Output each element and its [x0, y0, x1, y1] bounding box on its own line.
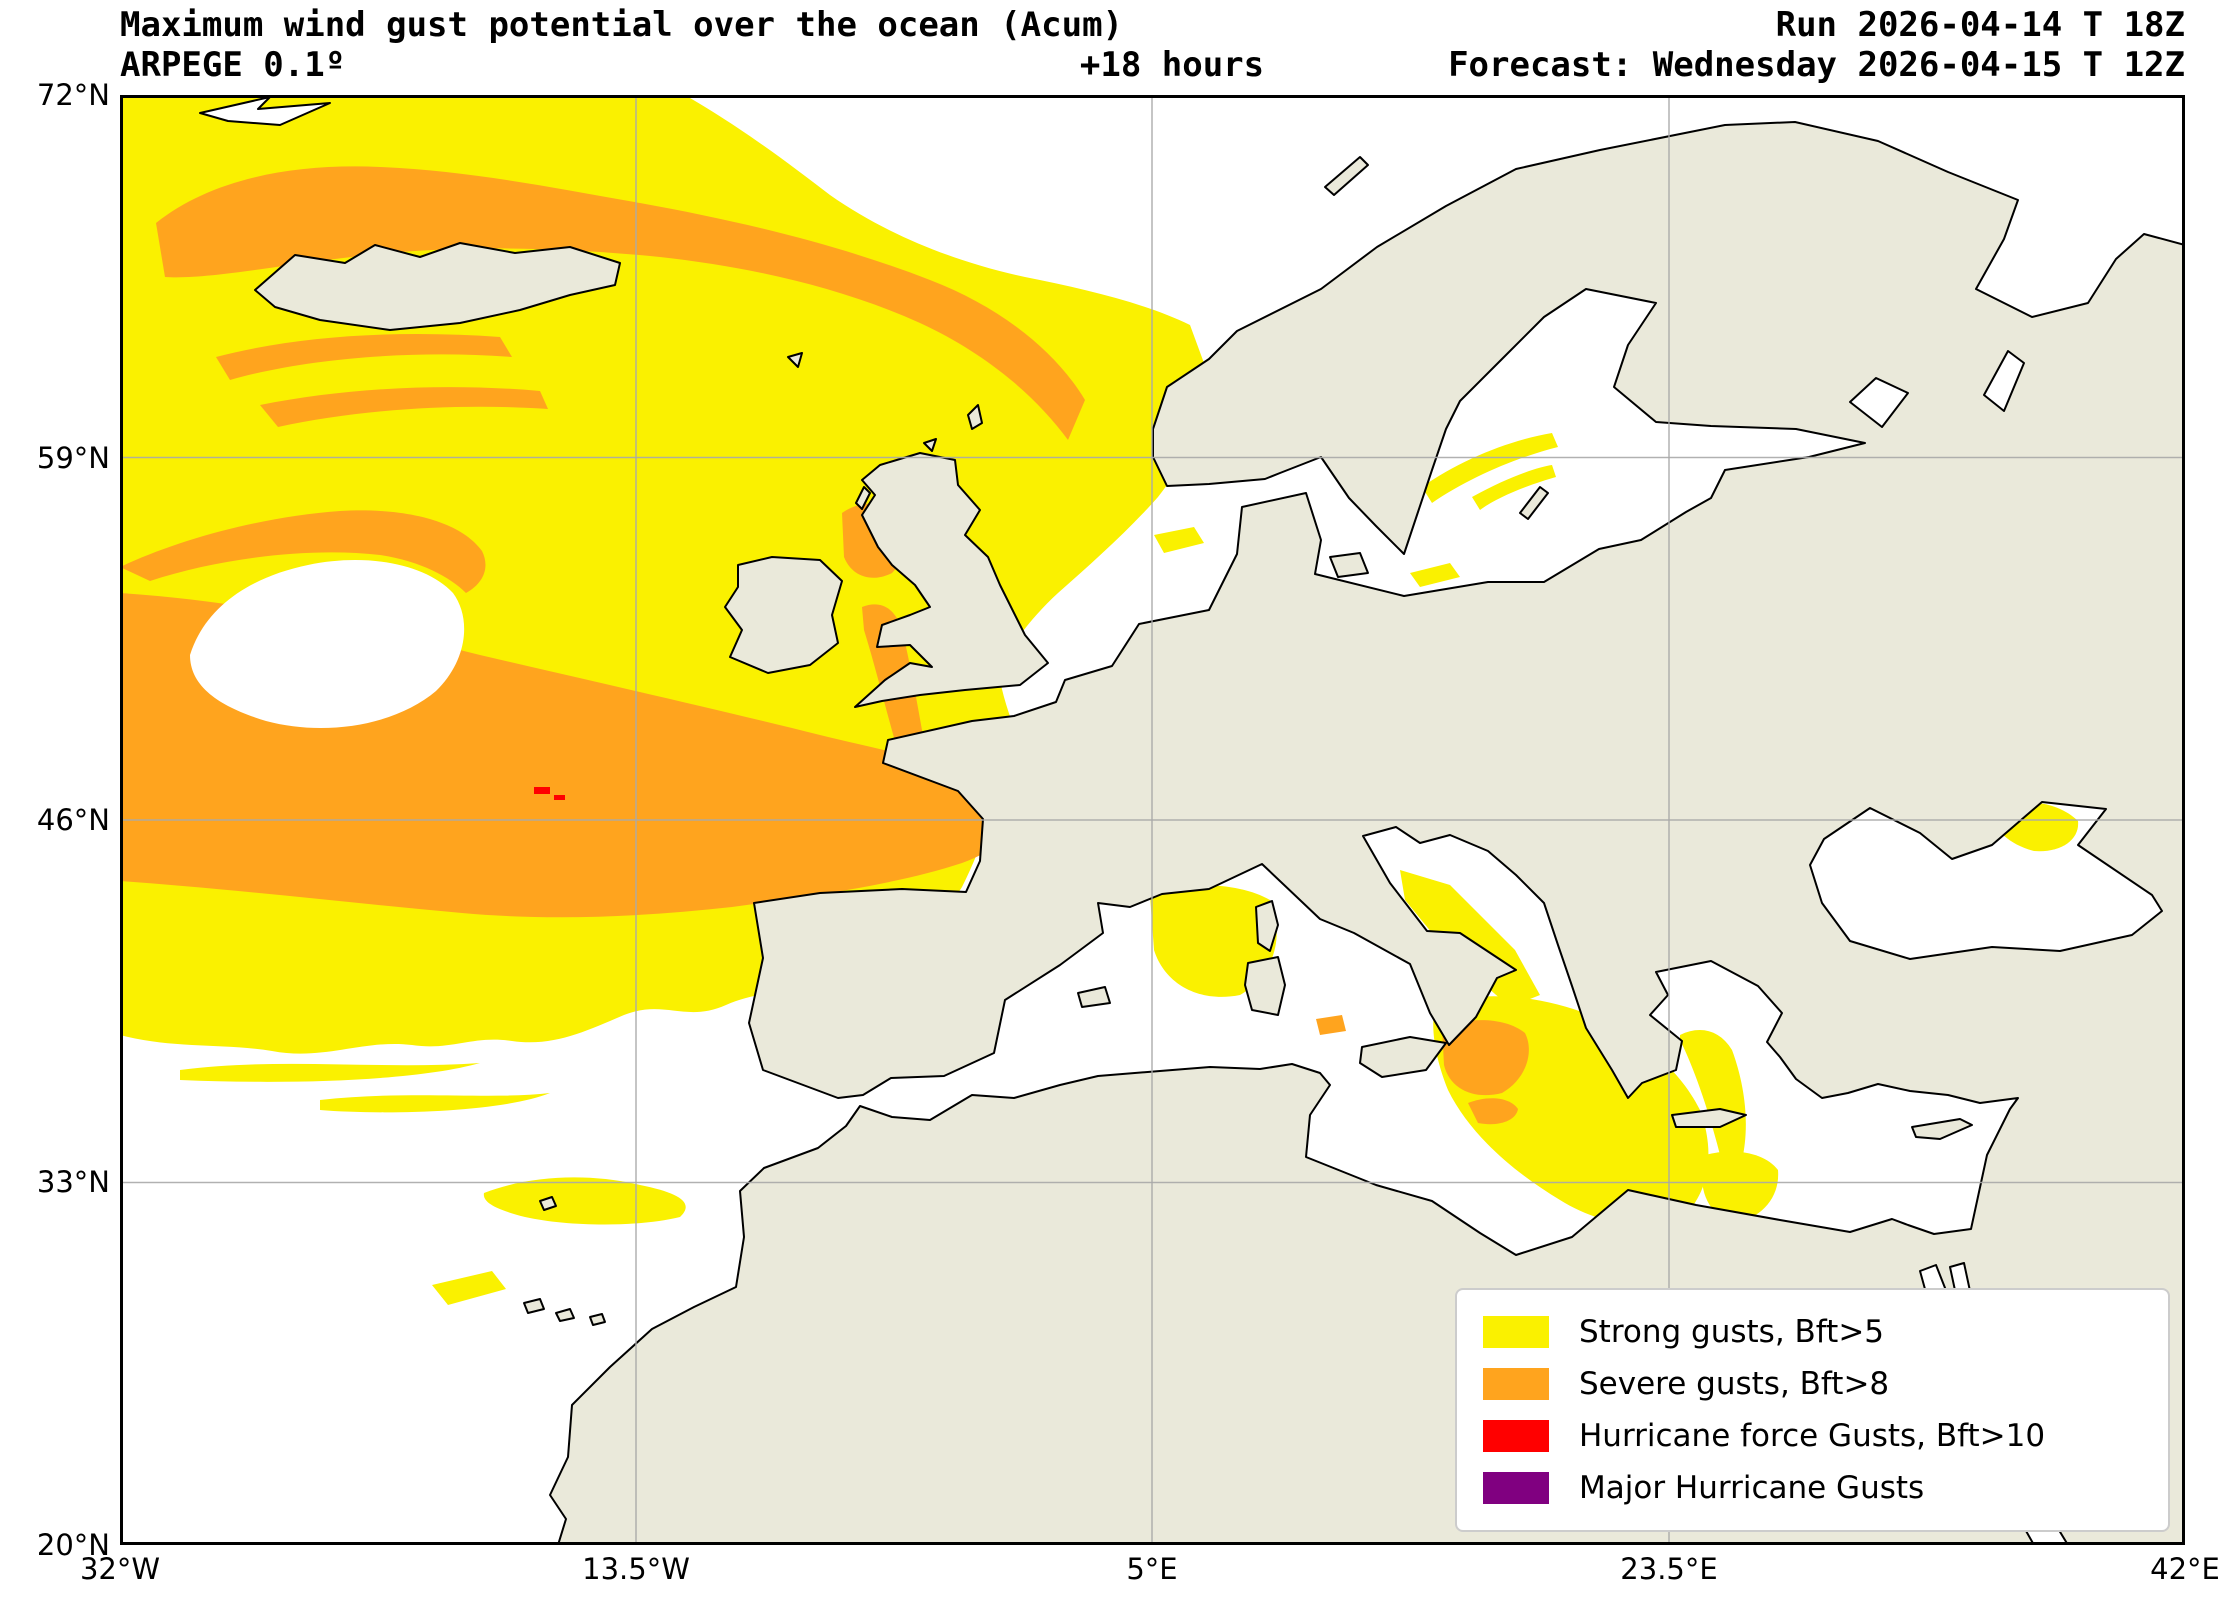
legend: Strong gusts, Bft>5 Severe gusts, Bft>8 … — [1455, 1288, 2170, 1532]
crete — [1671, 1108, 1747, 1128]
gust-severe-layer — [120, 166, 1529, 1125]
lon-tick-32w: 32°W — [79, 1552, 161, 1586]
lat-tick-59n: 59°N — [36, 441, 110, 475]
great-britain — [854, 452, 1049, 708]
lon-tick-5e: 5°E — [1126, 1552, 1178, 1586]
madeira-strong-gust — [483, 1177, 686, 1225]
legend-swatch-major — [1483, 1472, 1549, 1504]
lat-tick-20n: 20°N — [36, 1528, 110, 1562]
severe-gust-spiral-hook — [120, 510, 486, 593]
legend-swatch-hurricane — [1483, 1420, 1549, 1452]
lead-time: +18 hours — [1079, 45, 1265, 85]
ionian-severe-gust — [1442, 1020, 1529, 1096]
legend-swatch-strong — [1483, 1316, 1549, 1348]
lofoten-islands — [1324, 156, 1369, 196]
legend-label-major: Major Hurricane Gusts — [1579, 1470, 1925, 1506]
northern-severe-gust-arc — [156, 166, 1085, 441]
model-name: ARPEGE 0.1º — [120, 45, 346, 85]
german-bight-strong-gust — [1154, 527, 1204, 553]
orkney-islands — [923, 438, 937, 452]
gridlines — [120, 95, 2185, 1545]
legend-item-strong: Strong gusts, Bft>5 — [1483, 1306, 2168, 1358]
legend-swatch-severe — [1483, 1368, 1549, 1400]
lat-tick-33n: 33°N — [36, 1165, 110, 1199]
east-med-strong-gust — [1702, 1151, 1779, 1223]
canary-islands — [523, 1298, 606, 1326]
sw-baltic-strong-gust — [1410, 563, 1460, 587]
map-canvas: Strong gusts, Bft>5 Severe gusts, Bft>8 … — [120, 95, 2185, 1545]
corsica — [1255, 900, 1279, 952]
sardinia — [1244, 956, 1286, 1016]
ireland — [724, 556, 843, 674]
gulf-of-lion-strong-gust — [1150, 885, 1277, 997]
lat-tick-72n: 72°N — [36, 78, 110, 112]
legend-label-strong: Strong gusts, Bft>5 — [1579, 1314, 1885, 1350]
severe-gust-streak-west-of-iceland — [260, 387, 548, 427]
severe-gust-streak-west-of-iceland — [216, 334, 512, 380]
madeira-strong-gust — [432, 1271, 506, 1305]
baltic-strong-gust — [1422, 433, 1558, 503]
gust-hurricane-layer — [534, 787, 565, 800]
cyprus — [1911, 1118, 1973, 1140]
shetland-islands — [967, 404, 983, 430]
hurricane-gust-spot — [554, 795, 565, 800]
forecast-valid-time: Forecast: Wednesday 2026-04-15 T 12Z — [1448, 45, 2185, 85]
figure-title: Maximum wind gust potential over the oce… — [120, 5, 1124, 45]
strong-gust-streak — [320, 1093, 550, 1113]
gotland — [1519, 486, 1549, 520]
run-timestamp: Run 2026-04-14 T 18Z — [1775, 5, 2185, 45]
tyrrhenian-severe-gust — [1316, 1015, 1346, 1035]
legend-item-severe: Severe gusts, Bft>8 — [1483, 1358, 2168, 1410]
map-svg — [120, 95, 2185, 1545]
map-border — [120, 95, 2185, 1545]
legend-item-major: Major Hurricane Gusts — [1483, 1462, 2168, 1514]
hebrides — [855, 486, 871, 510]
faroe-islands — [787, 352, 803, 368]
lon-tick-135w: 13.5°W — [582, 1552, 690, 1586]
madeira — [539, 1196, 557, 1211]
legend-item-hurricane: Hurricane force Gusts, Bft>10 — [1483, 1410, 2168, 1462]
hurricane-gust-spot — [534, 787, 550, 794]
iceland — [254, 242, 621, 331]
mallorca — [1077, 986, 1111, 1008]
danish-isles — [1329, 552, 1369, 578]
legend-label-hurricane: Hurricane force Gusts, Bft>10 — [1579, 1418, 2046, 1454]
lon-tick-235e: 23.5°E — [1620, 1552, 1718, 1586]
aegean-strong-gust — [1680, 1030, 1746, 1160]
cyclone-eye-clear-region — [190, 560, 465, 729]
legend-label-severe: Severe gusts, Bft>8 — [1579, 1366, 1890, 1402]
baltic-strong-gust — [1472, 465, 1556, 510]
ionian-severe-gust — [1468, 1098, 1518, 1125]
strong-gust-streak — [180, 1063, 480, 1082]
sicily — [1359, 1036, 1447, 1078]
lat-tick-46n: 46°N — [36, 803, 110, 837]
lon-tick-42e: 42°E — [2150, 1552, 2220, 1586]
